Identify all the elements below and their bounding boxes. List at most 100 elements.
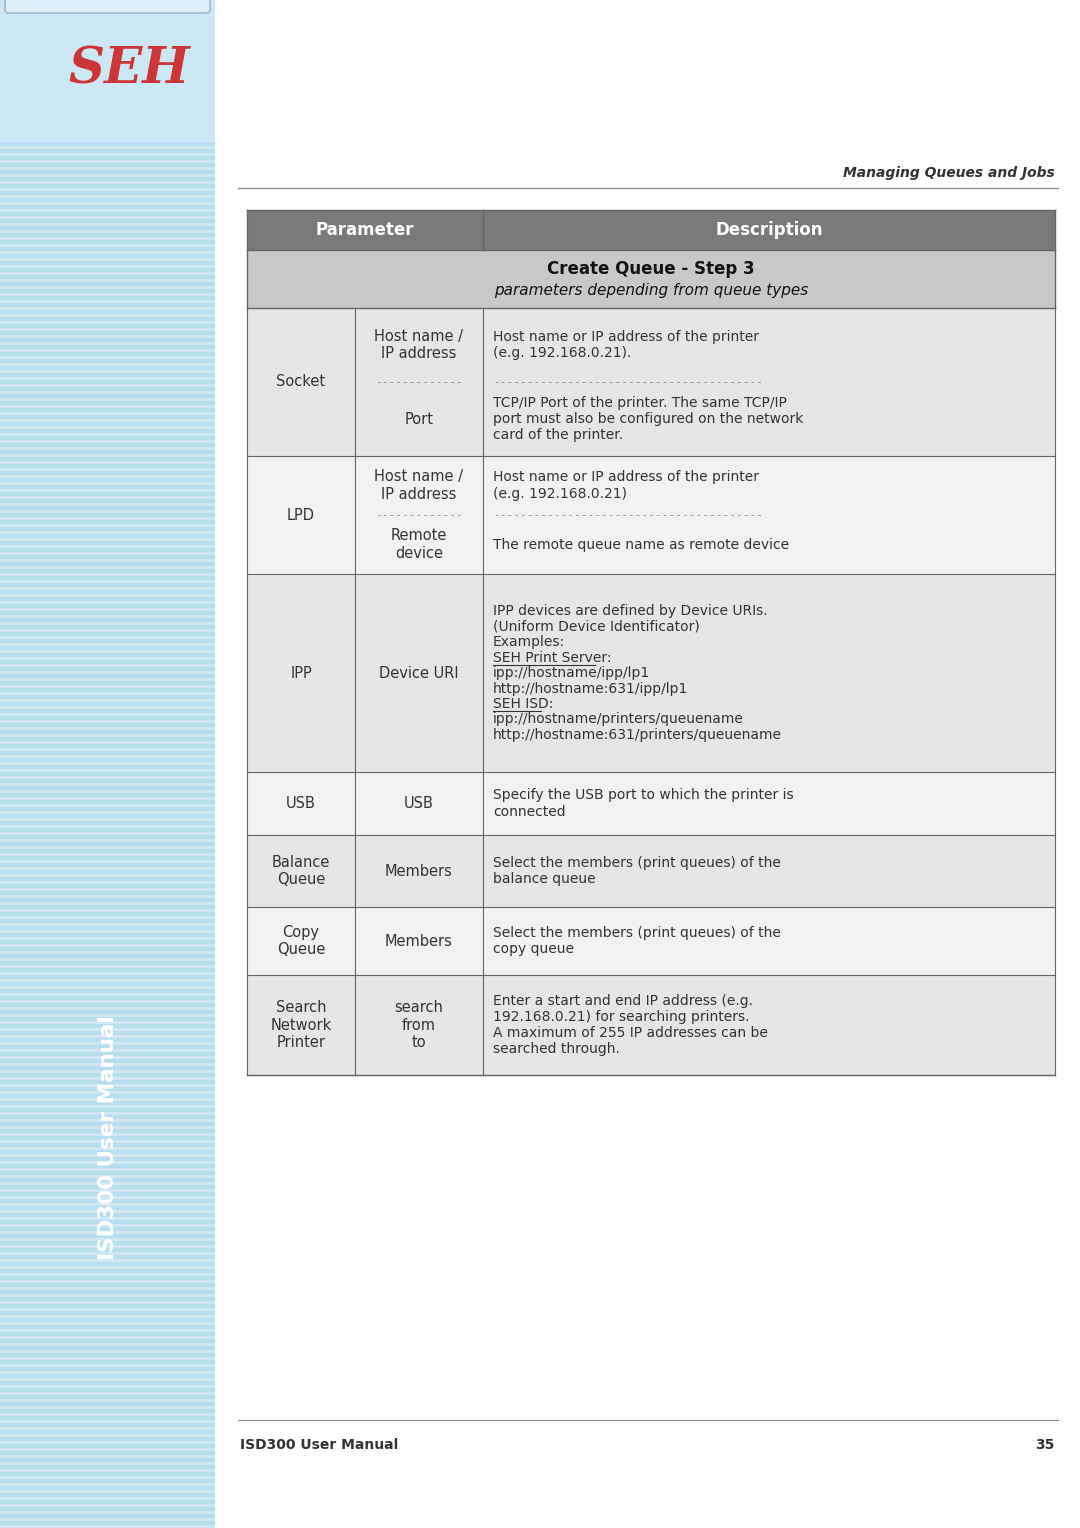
Bar: [0, 999, 215, 1002]
Bar: [0, 12, 215, 15]
Bar: [0, 544, 215, 549]
Bar: [0, 831, 215, 834]
Bar: [0, 1140, 215, 1143]
Bar: [247, 575, 1055, 772]
Bar: [0, 370, 215, 373]
Bar: [0, 559, 215, 562]
Bar: [0, 159, 215, 163]
Text: Specify the USB port to which the printer is
connected: Specify the USB port to which the printe…: [492, 788, 794, 819]
Bar: [0, 1216, 215, 1219]
Bar: [0, 866, 215, 869]
Bar: [0, 1230, 215, 1235]
Bar: [0, 264, 215, 267]
Bar: [0, 272, 215, 275]
Text: (Uniform Device Identificator): (Uniform Device Identificator): [492, 619, 700, 634]
Text: Create Queue - Step 3: Create Queue - Step 3: [548, 260, 755, 278]
Text: parameters depending from queue types: parameters depending from queue types: [494, 284, 808, 298]
Bar: [0, 223, 215, 226]
Bar: [0, 552, 215, 555]
Text: Remote
device: Remote device: [391, 529, 447, 561]
Text: Host name or IP address of the printer
(e.g. 192.168.0.21).: Host name or IP address of the printer (…: [492, 330, 759, 361]
Bar: [0, 1461, 215, 1465]
Bar: [0, 335, 215, 338]
Text: Port: Port: [405, 411, 433, 426]
Bar: [247, 975, 1055, 1076]
Bar: [0, 923, 215, 926]
Bar: [0, 208, 215, 212]
FancyBboxPatch shape: [5, 0, 210, 14]
Bar: [0, 608, 215, 611]
Text: USB: USB: [286, 796, 316, 811]
Bar: [0, 972, 215, 975]
Bar: [0, 1476, 215, 1479]
Bar: [247, 455, 1055, 575]
Bar: [0, 1013, 215, 1018]
Text: Managing Queues and Jobs: Managing Queues and Jobs: [843, 167, 1055, 180]
Bar: [0, 1279, 215, 1284]
Bar: [0, 1077, 215, 1080]
Bar: [0, 1175, 215, 1178]
Bar: [0, 1343, 215, 1346]
Text: Device URI: Device URI: [379, 666, 459, 680]
Bar: [0, 362, 215, 367]
Text: http://hostname:631/printers/queuename: http://hostname:631/printers/queuename: [492, 727, 782, 743]
Bar: [0, 61, 215, 66]
Bar: [483, 209, 1055, 251]
Bar: [247, 309, 1055, 455]
Bar: [0, 530, 215, 533]
Bar: [0, 1126, 215, 1129]
Text: Select the members (print queues) of the
copy queue: Select the members (print queues) of the…: [492, 926, 781, 957]
Bar: [0, 104, 215, 107]
Bar: [0, 1034, 215, 1038]
Bar: [0, 1349, 215, 1352]
Bar: [0, 1322, 215, 1325]
Bar: [0, 188, 215, 191]
Bar: [0, 145, 215, 150]
Bar: [0, 468, 215, 471]
Bar: [0, 845, 215, 850]
Text: ----------------------------------------: ----------------------------------------: [492, 377, 762, 387]
Bar: [0, 817, 215, 821]
Bar: [0, 853, 215, 856]
Bar: [0, 587, 215, 590]
Bar: [0, 90, 215, 93]
Bar: [0, 1007, 215, 1010]
Bar: [0, 1154, 215, 1157]
Bar: [0, 83, 215, 86]
Text: The remote queue name as remote device: The remote queue name as remote device: [492, 538, 789, 552]
Bar: [0, 327, 215, 332]
Bar: [0, 1027, 215, 1031]
Text: ipp://hostname/ipp/lp1: ipp://hostname/ipp/lp1: [492, 666, 650, 680]
Bar: [247, 834, 1055, 908]
Bar: [0, 321, 215, 324]
Bar: [0, 1062, 215, 1067]
Bar: [0, 6, 215, 9]
Text: Host name /
IP address: Host name / IP address: [375, 329, 463, 361]
Bar: [0, 593, 215, 597]
Bar: [0, 440, 215, 443]
Bar: [0, 1398, 215, 1403]
Bar: [0, 356, 215, 359]
Text: ipp://hostname/printers/queuename: ipp://hostname/printers/queuename: [492, 712, 744, 726]
Bar: [0, 1195, 215, 1199]
Bar: [0, 692, 215, 695]
Bar: [0, 1091, 215, 1094]
Bar: [0, 761, 215, 766]
Text: ISD300 User Manual: ISD300 User Manual: [240, 1438, 399, 1452]
Bar: [0, 167, 215, 170]
Bar: [0, 888, 215, 891]
Bar: [0, 1468, 215, 1471]
Bar: [0, 118, 215, 121]
Bar: [0, 1105, 215, 1108]
Bar: [0, 460, 215, 465]
Bar: [0, 825, 215, 828]
Bar: [0, 202, 215, 205]
Text: search
from
to: search from to: [394, 1001, 444, 1050]
Bar: [0, 1083, 215, 1086]
Text: Parameter: Parameter: [315, 222, 415, 238]
Bar: [0, 1118, 215, 1122]
Bar: [0, 432, 215, 435]
Bar: [0, 481, 215, 484]
Bar: [0, 503, 215, 506]
Text: -------------: -------------: [375, 377, 463, 387]
